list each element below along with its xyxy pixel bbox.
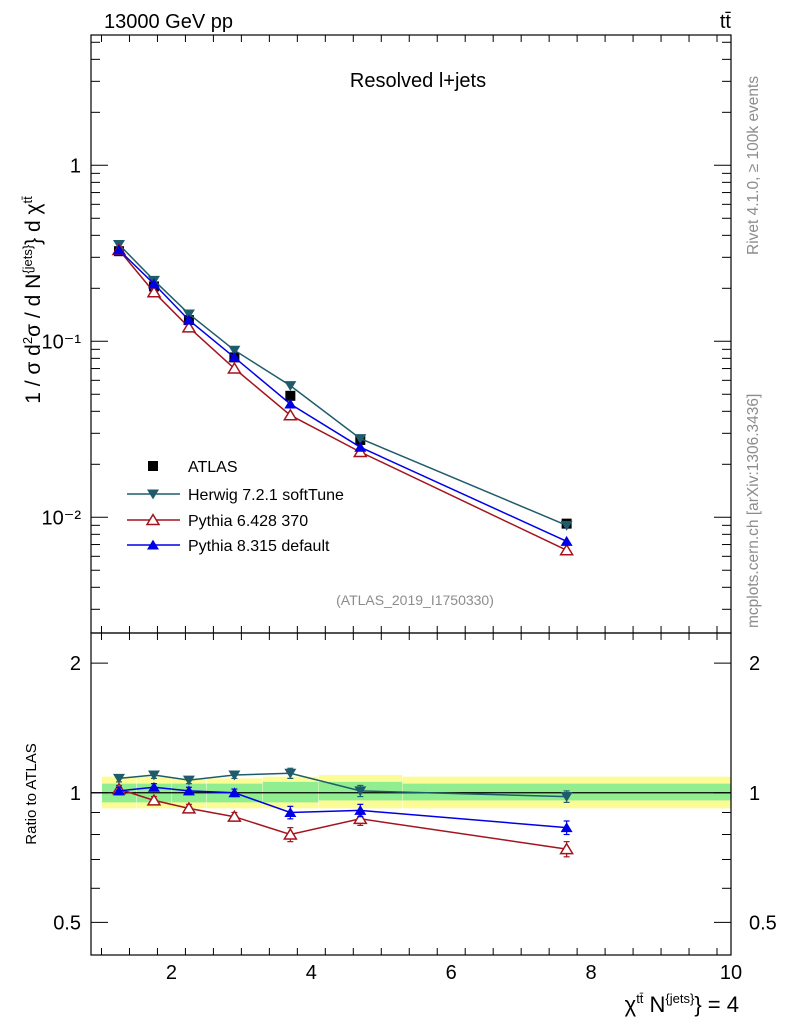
main-panel-frame [90,34,732,634]
data-point-data [285,390,296,401]
series-line-pythia6 [118,249,567,551]
plot-title: Resolved l+jets [350,70,486,92]
main-x-ticks [100,35,718,633]
ratio-point-pythia6 [559,842,574,855]
ratio-point-herwig [147,770,160,781]
data-point-pythia6 [146,285,162,298]
ratio-point-herwig [112,773,125,784]
mcplots-label: mcplots.cern.ch [arXiv:1306.3436] [745,393,762,628]
ratio-series-pythia8 [112,781,573,836]
data-point-pythia8 [182,314,195,325]
data-point-pythia6 [559,543,574,556]
ratio-y-tick-label-right: 2 [749,653,760,675]
ratio-y-tick-label: 1 [70,783,81,805]
legend-marker-pythia8 [147,539,159,550]
ratio-point-pythia8 [182,785,195,796]
legend-marker-data [148,461,158,471]
ratio-point-herwig [182,775,195,786]
data-point-pythia8 [284,398,297,409]
main-y-tick-label: 10⁻² [42,507,82,529]
ratio-y-tick-label-right: 0.5 [749,912,777,934]
series-pythia8 [112,244,573,546]
data-point-pythia6 [181,320,197,333]
ratio-y-tick-label-right: 1 [749,783,760,805]
ratio-y-tick-label: 2 [70,653,81,675]
ratio-point-pythia8 [228,787,241,798]
ratio-series-herwig [112,767,573,803]
data-point-pythia6 [283,408,298,421]
ratio-point-herwig [354,786,367,797]
series-pythia6 [111,243,574,556]
ratio-series-pythia6 [111,782,574,858]
ratio-point-pythia6 [227,809,242,822]
data-point-pythia6 [227,361,242,374]
data-point-herwig [284,381,297,392]
ratio-point-pythia8 [112,785,125,796]
process-label: tt̄ [720,11,732,33]
analysis-watermark: (ATLAS_2019_I1750330) [336,592,494,608]
ratio-point-pythia6 [352,811,368,825]
ratio-point-herwig [228,770,241,781]
legend: ATLAS Herwig 7.2.1 softTune Pythia 6.428 3… [127,459,344,555]
ratio-panel-frame [90,632,732,956]
x-axis-label: χtt̄ N{jets}} = 4 [625,991,739,1017]
main-y-tick-label: 1 [70,155,81,177]
x-tick-label: 6 [446,962,457,984]
legend-label-data: ATLAS [188,459,238,476]
series-line-herwig [118,243,567,526]
ratio-point-pythia8 [560,822,573,833]
x-tick-label: 4 [306,962,317,984]
data-point-herwig [354,434,367,444]
data-point-pythia8 [560,535,573,546]
data-point-pythia8 [112,244,125,255]
legend-marker-pythia6 [145,513,161,526]
data-point-herwig [560,520,573,531]
ratio-y-axis-label: Ratio to ATLAS [23,743,40,844]
main-y-axis-label: 1 / σ d2σ / d N{jets}} d χtt̄ [20,196,45,404]
data-point-herwig [182,309,195,320]
ratio-point-pythia8 [354,805,367,815]
x-tick-label: 10 [720,962,742,984]
data-point-pythia8 [147,278,160,289]
main-y-tick-label: 10⁻¹ [42,331,82,353]
legend-label-pythia8: Pythia 8.315 default [188,538,330,555]
data-point-herwig [228,345,241,356]
x-tick-label: 2 [166,962,177,984]
main-y-axis: 1 10⁻¹ 10⁻² [42,41,731,610]
ratio-x-axis: 2 4 6 8 10 [100,633,742,984]
ratio-point-pythia6 [146,793,162,806]
ratio-point-herwig [560,792,573,802]
rivet-version-label: Rivet 4.1.0, ≥ 100k events [745,75,762,255]
ratio-point-pythia8 [147,781,160,792]
collision-energy-label: 13000 GeV pp [104,11,233,33]
ratio-y-tick-label: 0.5 [53,912,81,934]
ratio-point-pythia6 [283,827,298,840]
legend-label-herwig: Herwig 7.2.1 softTune [188,487,344,504]
ratio-point-pythia6 [181,801,197,814]
band-inner [262,781,319,803]
legend-marker-herwig [147,489,159,500]
data-point-pythia8 [354,441,367,452]
ratio-point-herwig [284,768,297,779]
data-point-pythia8 [228,351,241,362]
ratio-y-axis: 0.5 0.5 1 1 2 2 [53,653,777,934]
legend-label-pythia6: Pythia 6.428 370 [188,513,308,530]
ratio-point-pythia8 [284,807,297,817]
x-tick-label: 8 [586,962,597,984]
